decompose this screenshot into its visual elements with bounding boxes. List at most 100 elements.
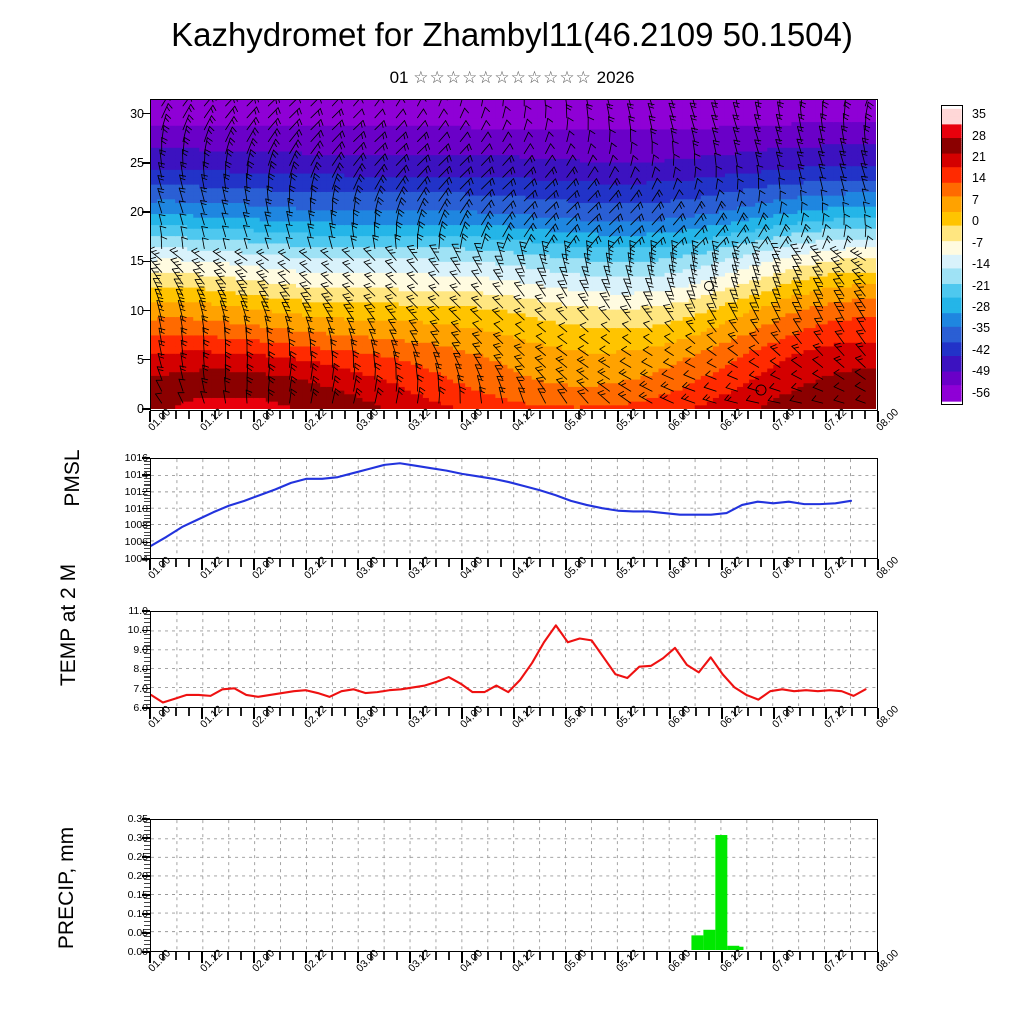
x-minor-tick [448,559,450,567]
x-minor-tick [552,559,554,567]
x-minor-tick [266,411,268,419]
x-minor-tick [591,559,593,567]
x-tick-mark [409,952,411,963]
x-tick-mark [357,411,359,422]
x-minor-tick [227,708,229,716]
subtitle-year: 2026 [596,68,635,87]
x-minor-tick [474,411,476,419]
x-minor-tick [760,952,762,960]
x-minor-tick [175,559,177,567]
x-minor-tick [344,559,346,567]
x-minor-tick [396,952,398,960]
x-minor-tick [786,952,788,960]
precip-y-tick: 0.10 [127,908,148,920]
page-title: Kazhydromet for Zhambyl11(46.2109 50.150… [171,16,853,53]
x-minor-tick [279,559,281,567]
temp2m-y-minor-tick [144,680,150,682]
x-minor-tick [630,952,632,960]
x-minor-tick [747,559,749,567]
temp2m-y-tick-mark [142,707,150,709]
precip-y-minor-tick [144,905,150,907]
cross-section-y-tick-mark [142,113,150,115]
pmsl-y-tick-mark [142,541,150,543]
x-minor-tick [396,559,398,567]
x-minor-tick [838,952,840,960]
x-minor-tick [539,708,541,716]
x-minor-tick [383,708,385,716]
x-minor-tick [630,559,632,567]
colorbar-tick: -28 [972,300,991,315]
precip-y-minor-tick [144,936,150,938]
colorbar-tick: -56 [972,385,991,400]
x-minor-tick [422,559,424,567]
pmsl-y-minor-tick [144,504,150,506]
pmsl-y-minor-tick [144,487,150,489]
x-minor-tick [162,708,164,716]
pmsl-y-minor-tick [144,497,150,499]
x-minor-tick [747,411,749,419]
x-minor-tick [396,708,398,716]
precip-y-tick: 0.30 [127,832,148,844]
x-minor-tick [266,952,268,960]
precip-y-minor-tick [144,852,150,854]
x-minor-tick [578,952,580,960]
x-tick-mark [565,708,567,719]
pmsl-y-minor-tick [144,538,150,540]
temp2m-y-tick-mark [142,668,150,670]
x-minor-tick [708,411,710,419]
x-minor-tick [851,559,853,567]
precip-plot [150,819,878,952]
precip-y-tick-mark [142,875,150,877]
x-minor-tick [695,411,697,419]
pmsl-y-minor-tick [144,464,150,466]
precip-y-minor-tick [144,890,150,892]
x-minor-tick [370,411,372,419]
precip-y-tick-mark [142,856,150,858]
x-minor-tick [851,952,853,960]
temp2m-y-tick-mark [142,649,150,651]
x-minor-tick [643,411,645,419]
x-tick-mark [201,411,203,422]
x-minor-tick [448,708,450,716]
x-minor-tick [214,411,216,419]
colorbar-tick: -14 [972,257,991,272]
x-minor-tick [799,708,801,716]
x-minor-tick [487,411,489,419]
x-minor-tick [578,559,580,567]
precip-y-tick: 0.00 [127,946,148,958]
temp2m-y-minor-tick [144,672,150,674]
x-minor-tick [851,411,853,419]
x-minor-tick [604,411,606,419]
precip-y-tick-mark [142,894,150,896]
pmsl-y-tick: 1016 [124,452,148,464]
x-tick-mark [721,559,723,570]
x-minor-tick [344,952,346,960]
x-tick-mark [669,559,671,570]
temp2m-y-minor-tick [144,614,150,616]
pmsl-y-tick-mark [142,507,150,510]
x-minor-tick [708,559,710,567]
pmsl-y-minor-tick [144,548,150,550]
precip-y-minor-tick [144,826,150,828]
x-minor-tick [656,411,658,419]
x-minor-tick [292,411,294,419]
precip-y-tick: 0.35 [127,813,148,825]
x-minor-tick [682,708,684,716]
pmsl-y-minor-tick [144,501,150,503]
pmsl-y-tick-mark [142,457,150,459]
x-tick-mark [617,708,619,719]
x-tick-mark [773,708,775,719]
x-minor-tick [318,952,320,960]
x-tick-mark [721,411,723,422]
temp2m-y-minor-tick [144,703,150,705]
pmsl-y-minor-tick [144,460,150,462]
x-minor-tick [838,559,840,567]
colorbar-tick: 35 [972,107,986,122]
temp2m-y-minor-tick [144,664,150,666]
x-minor-tick [799,559,801,567]
pmsl-y-tick: 1012 [124,485,148,498]
x-minor-tick [292,952,294,960]
x-minor-tick [487,952,489,960]
cross-section-y-tick-mark [142,162,150,164]
x-minor-tick [682,559,684,567]
